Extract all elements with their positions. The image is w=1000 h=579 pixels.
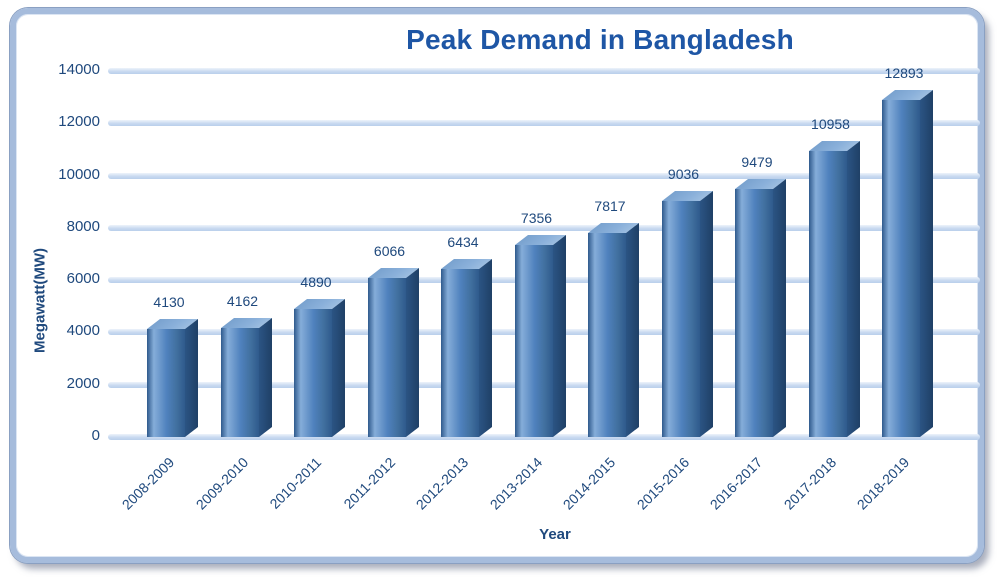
gridline <box>108 68 980 74</box>
chart-title: Peak Demand in Bangladesh <box>406 24 794 55</box>
bar-front-face <box>661 200 700 437</box>
gridline <box>108 120 980 127</box>
gridline <box>108 224 980 231</box>
bar <box>220 318 272 437</box>
bar <box>441 258 492 437</box>
bar-value-label: 4162 <box>226 293 259 310</box>
bar-value-label: 6434 <box>447 233 479 250</box>
y-axis-tick-label: 0 <box>91 427 100 444</box>
bar-front-face <box>147 329 185 437</box>
bar-front-face <box>367 278 406 437</box>
bar-side-face <box>479 258 492 437</box>
y-axis-tick-label: 12000 <box>58 113 100 131</box>
bar-value-label: 7817 <box>594 197 626 214</box>
y-axis-tick-label: 4000 <box>66 322 100 340</box>
bar-side-face <box>185 319 198 437</box>
bar <box>294 299 345 437</box>
bar <box>367 268 419 437</box>
bar-side-face <box>552 234 566 437</box>
bar-value-label: 9479 <box>741 154 773 171</box>
gridline <box>108 434 980 440</box>
bar <box>514 234 566 437</box>
bar-front-face <box>882 99 920 437</box>
bar-side-face <box>405 268 419 437</box>
x-axis-title: Year <box>539 526 571 543</box>
y-axis-tick-label: 2000 <box>66 374 100 392</box>
bar-front-face <box>294 309 332 437</box>
bar-side-face <box>332 299 345 437</box>
bar-side-face <box>920 89 933 437</box>
bar-side-face <box>258 318 272 437</box>
bar-front-face <box>220 328 259 437</box>
bar <box>661 190 713 437</box>
bar-front-face <box>735 189 773 437</box>
bar <box>882 89 933 437</box>
bar-value-label: 7356 <box>520 209 553 226</box>
bar-value-label: 4890 <box>300 274 332 291</box>
bar-front-face <box>588 232 626 437</box>
y-axis-tick-label: 14000 <box>58 61 100 78</box>
bar-value-label: 10958 <box>811 115 850 132</box>
bar-side-face <box>846 140 860 437</box>
y-axis-tick-label: 8000 <box>66 217 100 235</box>
y-axis-tick-label: 6000 <box>66 270 100 288</box>
bar-front-face <box>808 150 847 437</box>
bar-side-face <box>699 190 713 437</box>
bar-side-face <box>773 179 786 437</box>
gridline <box>108 172 980 179</box>
bar-value-label: 6066 <box>373 243 406 260</box>
bar-value-label: 4130 <box>153 294 185 311</box>
bar-front-face <box>514 244 553 437</box>
bar <box>808 140 860 437</box>
y-axis-tick-label: 10000 <box>58 165 100 183</box>
bar <box>588 222 639 437</box>
bar-side-face <box>626 222 639 437</box>
bar-value-label: 12893 <box>884 64 924 81</box>
bar <box>735 179 786 437</box>
bar-value-label: 9036 <box>667 165 700 182</box>
bar-front-face <box>441 268 479 437</box>
bar <box>147 319 198 437</box>
